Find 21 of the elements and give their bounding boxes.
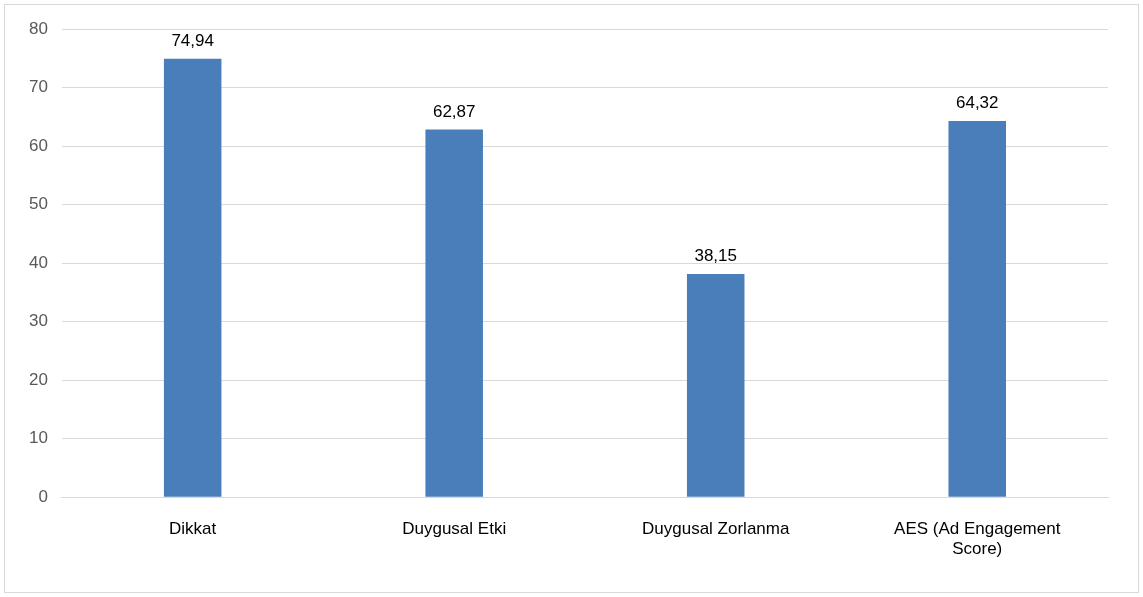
bar bbox=[686, 274, 745, 497]
x-tick-label: Dikkat bbox=[169, 519, 217, 539]
y-tick-label: 0 bbox=[38, 486, 48, 506]
bar bbox=[948, 120, 1007, 497]
y-tick-label: 80 bbox=[28, 18, 48, 38]
y-tick-label: 10 bbox=[28, 428, 48, 448]
x-tick-label: Duygusal Etki bbox=[402, 519, 507, 539]
y-tick-label: 50 bbox=[28, 194, 48, 214]
y-tick-label: 20 bbox=[28, 369, 48, 389]
data-label: 64,32 bbox=[955, 93, 999, 113]
y-tick-label: 30 bbox=[28, 311, 48, 331]
x-tick-label: AES (Ad Engagement Score) bbox=[894, 519, 1061, 559]
y-tick-label: 60 bbox=[28, 135, 48, 155]
data-label: 74,94 bbox=[171, 30, 214, 50]
y-tick-label: 70 bbox=[28, 77, 48, 97]
bar bbox=[163, 58, 222, 497]
data-label: 62,87 bbox=[432, 101, 476, 121]
data-label: 38,15 bbox=[694, 246, 737, 266]
y-tick-label: 40 bbox=[28, 252, 48, 272]
bar bbox=[425, 129, 483, 497]
x-tick-label: Duygusal Zorlanma bbox=[642, 519, 790, 539]
